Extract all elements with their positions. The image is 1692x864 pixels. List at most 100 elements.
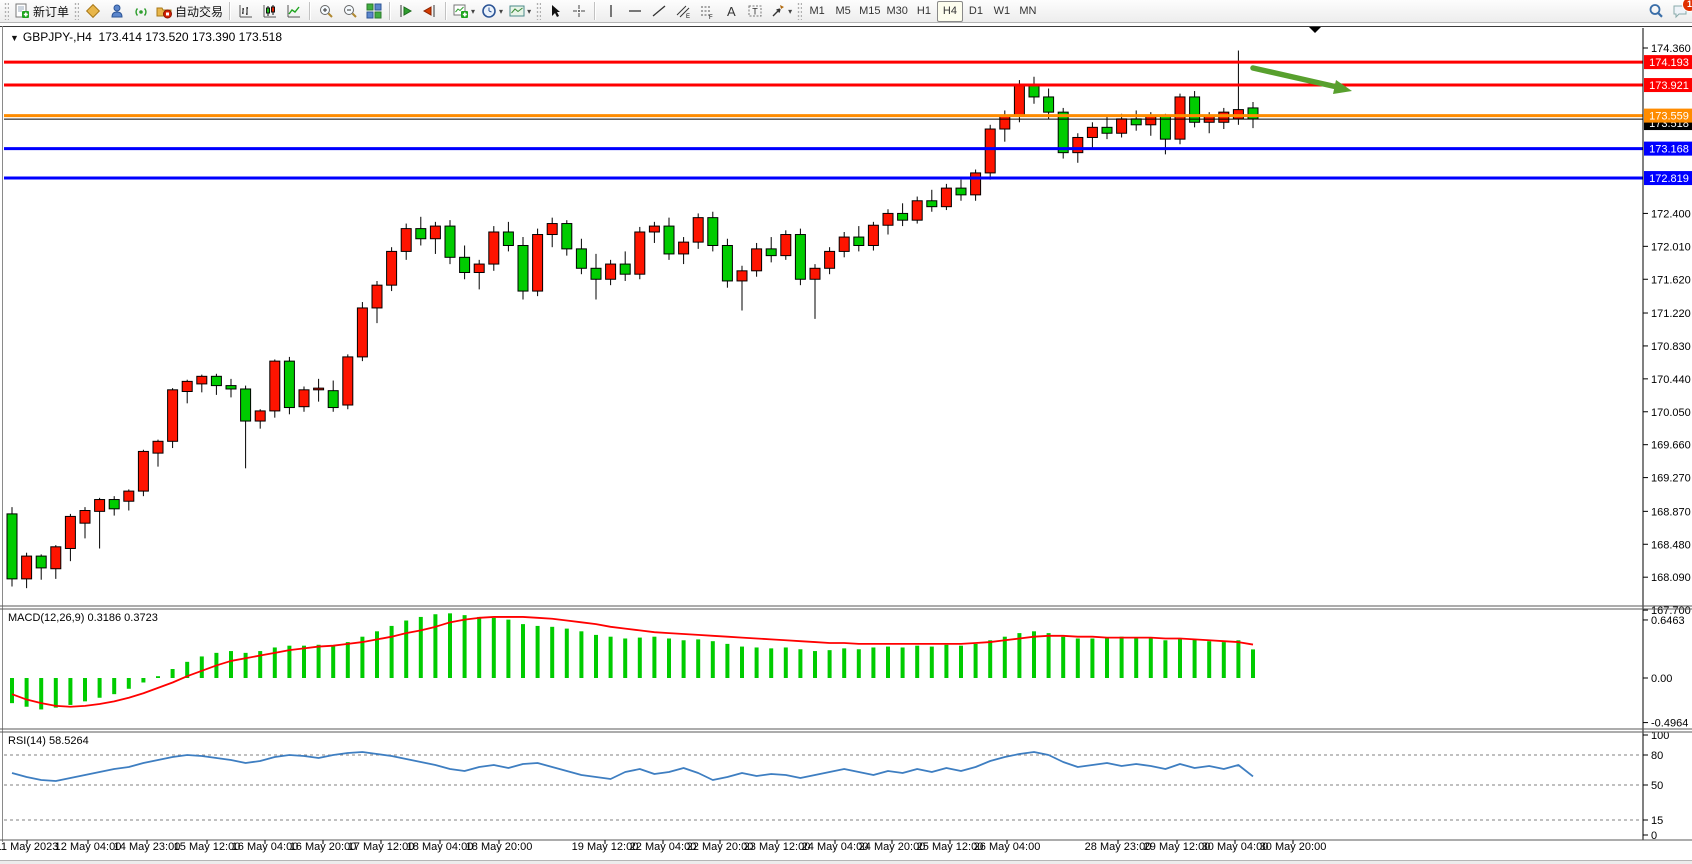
toolbar-separator: [445, 2, 448, 20]
toolbar-drag-handle[interactable]: [536, 2, 542, 20]
text-button[interactable]: A: [719, 1, 743, 22]
arrows-button[interactable]: ▾: [767, 1, 795, 22]
status-bar: [0, 860, 1692, 864]
macd-histogram-bar: [1061, 636, 1066, 678]
candle: [751, 248, 763, 272]
toolbar-drag-handle[interactable]: [4, 2, 9, 20]
time-axis-label: 16 May 04:00: [232, 841, 299, 853]
time-axis-label: 23 May 12:00: [744, 841, 811, 853]
macd-histogram-bar: [667, 638, 671, 678]
bar-chart-button[interactable]: [234, 1, 258, 22]
search-button[interactable]: [1644, 1, 1668, 22]
price-axis-label: 169.660: [1651, 440, 1691, 452]
crosshair-icon: [573, 5, 586, 17]
chevron-down-icon[interactable]: ▾: [788, 6, 793, 16]
macd-histogram-bar: [491, 617, 496, 678]
candle: [429, 225, 441, 240]
macd-histogram-bar: [944, 644, 949, 678]
symbol-period-label: GBPJPY-,H4: [22, 30, 92, 44]
bar-chart-icon: [239, 5, 253, 18]
vertical-line-button[interactable]: [599, 1, 623, 22]
candle: [1116, 118, 1128, 134]
candle: [1086, 126, 1098, 138]
candle: [167, 389, 179, 442]
horizontal-line-button[interactable]: [623, 1, 647, 22]
candle: [342, 356, 354, 406]
candle: [1159, 115, 1171, 140]
periods-button[interactable]: ▾: [478, 1, 506, 22]
candle: [79, 510, 91, 524]
svg-text:T: T: [752, 7, 758, 17]
timeframe-m15[interactable]: M15: [859, 5, 881, 17]
timeframe-h1[interactable]: H1: [916, 5, 931, 17]
chevron-down-icon[interactable]: ▾: [471, 6, 476, 16]
chart-canvas[interactable]: 174.360 172.400 172.010 171.620 171.220 170.8…: [0, 24, 1692, 864]
templates-button[interactable]: ▾: [506, 1, 534, 22]
zoom-in-button[interactable]: [314, 1, 338, 22]
strategy-tester-button[interactable]: [105, 1, 129, 22]
new-order-button[interactable]: 新订单: [11, 1, 72, 22]
candle: [1247, 107, 1259, 120]
timeframe-h4[interactable]: H4: [936, 0, 963, 22]
notifications-button[interactable]: 1: [1668, 0, 1692, 22]
candle: [794, 234, 806, 280]
toolbar-drag-handle[interactable]: [797, 2, 803, 20]
chevron-down-icon[interactable]: ▾: [527, 6, 532, 16]
tile-windows-button[interactable]: [362, 1, 386, 22]
time-axis-label: 24 May 20:00: [859, 841, 926, 853]
equidistant-channel-button[interactable]: E: [671, 1, 695, 22]
hline-icon: [629, 10, 642, 12]
macd-histogram-bar: [272, 647, 277, 678]
chart-window: 174.360 172.400 172.010 171.620 171.220 170.8…: [0, 24, 1692, 860]
timeframe-m5[interactable]: M5: [835, 5, 851, 17]
macd-histogram-bar: [915, 645, 920, 678]
one-click-trading-toggle[interactable]: ▼: [10, 33, 19, 43]
market-watch-button[interactable]: [81, 1, 105, 22]
candle: [692, 217, 704, 243]
chart-window-left-border: [2, 26, 3, 842]
macd-histogram-bar: [696, 639, 701, 678]
macd-histogram-bar: [404, 620, 409, 678]
zoom-out-button[interactable]: [338, 1, 362, 22]
macd-histogram-bar: [579, 631, 584, 678]
timeframe-d1[interactable]: D1: [968, 5, 983, 17]
macd-histogram-bar: [535, 625, 540, 678]
candle: [283, 360, 295, 409]
macd-histogram-bar: [360, 636, 365, 678]
price-axis-label: 171.620: [1651, 274, 1691, 286]
signals-button[interactable]: [129, 1, 153, 22]
auto-scroll-button[interactable]: [394, 1, 418, 22]
fibonacci-button[interactable]: F: [695, 1, 719, 22]
rsi-axis-label: 50: [1651, 780, 1663, 792]
toolbar-separator: [389, 2, 392, 20]
text-label-button[interactable]: T: [743, 1, 767, 22]
timeframe-m30[interactable]: M30: [886, 5, 908, 17]
chevron-down-icon[interactable]: ▾: [499, 6, 504, 16]
timeframe-m1[interactable]: M1: [809, 5, 825, 17]
chart-shift-button[interactable]: [418, 1, 442, 22]
new-chart-button[interactable]: ▾: [450, 1, 478, 22]
candle: [1072, 136, 1084, 154]
candle: [824, 250, 836, 269]
cursor-button[interactable]: [543, 1, 567, 22]
macd-histogram-bar: [170, 669, 175, 678]
candlestick-chart-button[interactable]: [258, 1, 282, 22]
macd-histogram-bar: [389, 625, 394, 678]
macd-histogram-bar: [740, 646, 744, 678]
signals-icon: [135, 8, 147, 16]
timeframe-w1[interactable]: W1: [993, 5, 1011, 17]
toolbar-drag-handle[interactable]: [74, 2, 80, 20]
trend-arrow-annotation[interactable]: [1250, 65, 1340, 90]
price-axis-label: 167.700: [1651, 605, 1691, 617]
candle: [196, 375, 208, 385]
crosshair-button[interactable]: [567, 1, 591, 22]
candle-chart-icon: [263, 5, 277, 18]
autotrading-button[interactable]: 自动交易: [153, 1, 226, 22]
line-chart-button[interactable]: [282, 1, 306, 22]
trendline-button[interactable]: [647, 1, 671, 22]
time-axis-label: 19 May 12:00: [572, 841, 639, 853]
candle: [546, 223, 558, 236]
price-line-label: [1644, 141, 1692, 156]
timeframe-mn[interactable]: MN: [1019, 5, 1037, 17]
